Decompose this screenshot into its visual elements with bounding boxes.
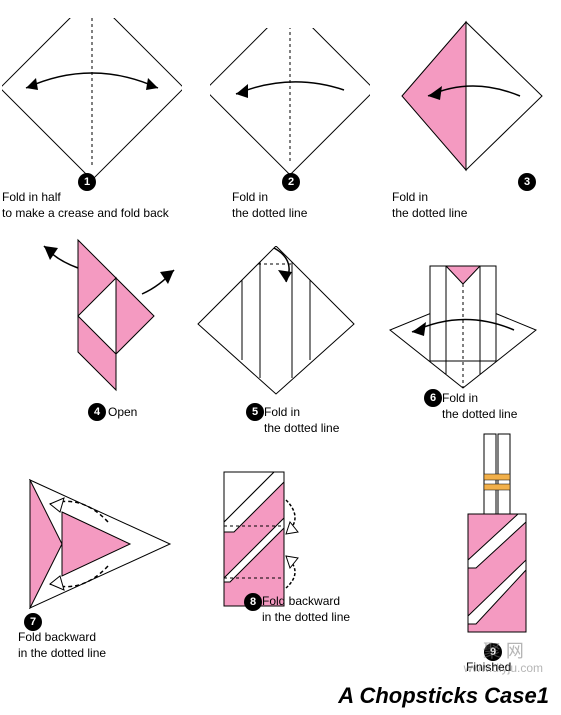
step-3-figure	[392, 18, 552, 173]
step-1	[2, 18, 182, 183]
watermark-line1: 聚 网	[464, 642, 543, 662]
step-9-figure	[454, 432, 544, 652]
step-6-caption: Fold in the dotted line	[442, 391, 517, 422]
step-9	[454, 432, 544, 652]
step-8-badge: 8	[244, 592, 262, 611]
step-5-figure	[196, 246, 356, 396]
step-5-caption: Fold in the dotted line	[264, 405, 339, 436]
step-2-figure	[210, 28, 370, 178]
step-1-figure	[2, 18, 182, 183]
step-7-badge: 7	[24, 612, 42, 631]
step-4-figure	[42, 238, 182, 393]
step-3-caption: Fold in the dotted line	[392, 190, 467, 221]
step-5	[196, 246, 356, 396]
step-2-caption: Fold in the dotted line	[232, 190, 307, 221]
step-7-caption: Fold backward in the dotted line	[18, 630, 106, 661]
step-5-badge: 5	[246, 402, 264, 421]
step-2	[210, 28, 370, 178]
step-7-figure	[18, 468, 188, 628]
step-4-caption: Open	[108, 405, 137, 421]
step-2-badge: 2	[282, 172, 300, 191]
step-6-figure	[388, 252, 538, 402]
page-title: A Chopsticks Case1	[338, 683, 549, 709]
watermark: 聚 网 www.diyju.com	[464, 642, 543, 675]
step-4-badge: 4	[88, 402, 106, 421]
step-3	[392, 18, 552, 173]
step-1-badge: 1	[78, 172, 96, 191]
step-4	[42, 238, 182, 393]
step-8-caption: Fold backward in the dotted line	[262, 594, 350, 625]
step-6	[388, 252, 538, 402]
step-6-badge: 6	[424, 388, 442, 407]
step-3-badge: 3	[518, 172, 536, 191]
step-7	[18, 468, 188, 628]
watermark-line2: www.diyju.com	[464, 662, 543, 675]
step-1-caption: Fold in half to make a crease and fold b…	[2, 190, 169, 221]
